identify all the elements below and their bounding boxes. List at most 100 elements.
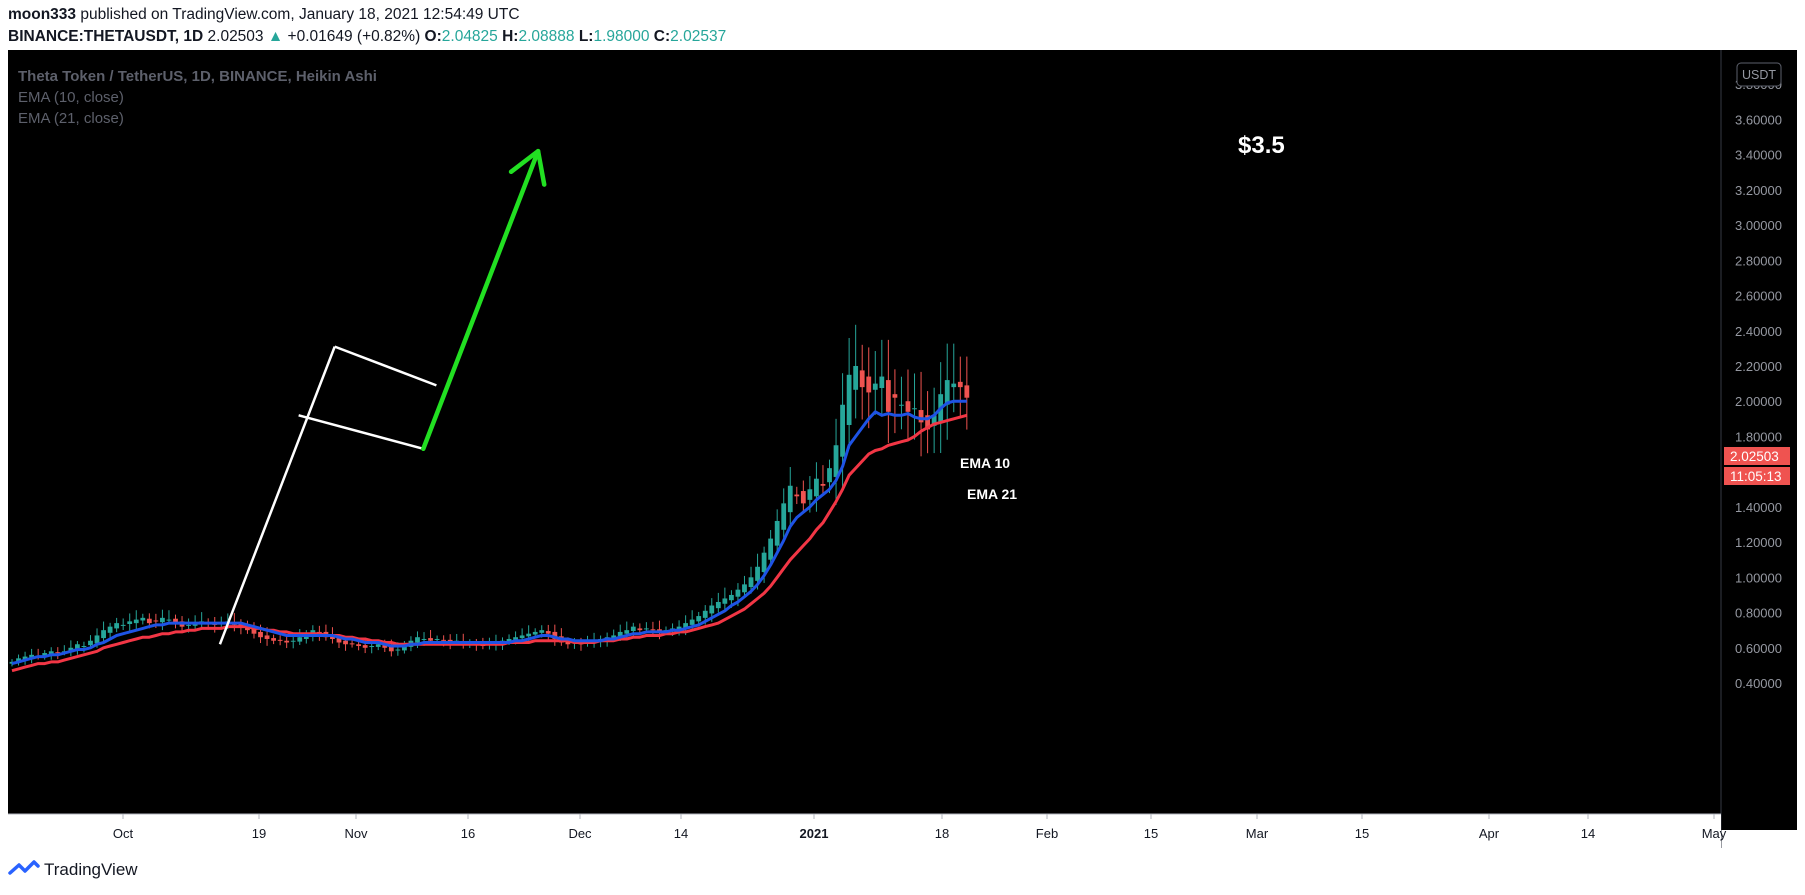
last-price: 2.02503 — [207, 28, 264, 45]
candle-body — [853, 366, 859, 390]
currency-label: USDT — [1742, 68, 1776, 82]
price-axis-background — [1721, 50, 1797, 830]
candle-body — [755, 566, 760, 581]
candle-body — [16, 658, 21, 662]
candle-body — [637, 628, 643, 631]
candle-body — [42, 653, 48, 656]
author-name[interactable]: moon333 — [8, 6, 77, 23]
candle-body — [702, 610, 708, 618]
candle-body — [369, 646, 375, 648]
candle-body — [827, 468, 832, 483]
candle-body — [866, 376, 872, 393]
candle-body — [899, 404, 904, 406]
candle-body — [879, 376, 885, 389]
candle-body — [800, 491, 806, 504]
target-label: $3.5 — [1238, 132, 1285, 159]
candle-body — [689, 619, 695, 625]
high-value: 2.08888 — [518, 28, 575, 45]
candle-body — [506, 638, 512, 642]
candle-body — [650, 629, 656, 631]
trendline — [334, 345, 437, 387]
publish-info: moon333 published on TradingView.com, Ja… — [8, 6, 520, 24]
candle-body — [186, 624, 191, 626]
time-tick-label: 14 — [674, 826, 688, 841]
candle-body — [258, 631, 263, 638]
candle-body — [415, 637, 420, 643]
price-tick-label: 2.60000 — [1735, 289, 1782, 304]
time-tick-label: 14 — [1581, 826, 1595, 841]
candle-body — [944, 380, 950, 405]
close-label: C: — [653, 28, 671, 45]
time-axis-background — [8, 814, 1721, 848]
open-label: O: — [424, 28, 442, 45]
legend-title: Theta Token / TetherUS, 1D, BINANCE, Hei… — [18, 68, 377, 85]
candle-body — [872, 383, 878, 390]
price-tick-label: 3.00000 — [1735, 218, 1782, 233]
candle-body — [840, 404, 845, 457]
candle-body — [565, 640, 571, 645]
candle-body — [794, 494, 800, 497]
ema10-label: EMA 10 — [960, 455, 1010, 471]
candle-body — [173, 618, 178, 624]
time-tick-label: 16 — [461, 826, 475, 841]
candle-body — [931, 415, 937, 426]
time-ticks: Oct 19 Nov 16 Dec 14 2021 18 Feb 15 Mar 15 Apr 14 May — [113, 814, 1727, 841]
price-tick-label: 0.40000 — [1735, 676, 1782, 691]
ema10-line — [11, 399, 967, 666]
candle-body — [264, 635, 270, 639]
symbol-label: BINANCE:THETAUSDT, 1D — [8, 28, 204, 45]
candle-body — [29, 654, 35, 658]
candle-body — [271, 638, 276, 641]
candle-body — [251, 628, 257, 634]
candle-body — [421, 638, 427, 640]
candle-body — [912, 408, 917, 410]
candle-body — [696, 616, 702, 622]
price-tick-label: 2.40000 — [1735, 324, 1782, 339]
candle-body — [885, 380, 891, 412]
candle-body — [362, 645, 368, 648]
candle-body — [846, 374, 852, 425]
time-tick-label: Apr — [1479, 826, 1500, 841]
time-tick-label: Dec — [568, 826, 592, 841]
candle-body — [22, 656, 28, 661]
candle-body — [709, 605, 715, 614]
candle-body — [611, 635, 617, 639]
candle-body — [146, 618, 152, 624]
ohlc-header: BINANCE:THETAUSDT, 1D 2.02503 ▲ +0.01649… — [8, 28, 726, 46]
candle-body — [160, 617, 165, 623]
price-tick-label: 3.40000 — [1735, 148, 1782, 163]
candle-body — [356, 644, 362, 647]
candle-body — [768, 538, 774, 560]
time-tick-label: Feb — [1036, 826, 1058, 841]
candle-body — [284, 640, 290, 643]
candle-body — [643, 628, 649, 630]
candle-body — [388, 646, 394, 652]
candle-body — [343, 640, 348, 645]
ema21-label: EMA 21 — [967, 486, 1017, 502]
candle-body — [820, 483, 826, 486]
candle-body — [532, 631, 538, 635]
candle-body — [55, 652, 61, 654]
candle-body — [114, 623, 120, 629]
candle-body — [774, 520, 780, 546]
footer-brand[interactable]: TradingView — [8, 859, 138, 881]
price-tick-label: 2.00000 — [1735, 394, 1782, 409]
candle-body — [781, 503, 787, 530]
price-tick-label: 0.80000 — [1735, 606, 1782, 621]
time-tick-label: Mar — [1246, 826, 1269, 841]
candle-body — [519, 635, 525, 639]
currency-badge[interactable] — [1736, 62, 1782, 87]
candle-body — [545, 631, 551, 634]
brand-name: TradingView — [44, 860, 138, 879]
candle-body — [552, 631, 558, 639]
low-value: 1.98000 — [593, 28, 650, 45]
time-tick-label: 2021 — [800, 826, 829, 841]
candle-body — [101, 630, 106, 639]
candle-body — [94, 635, 100, 644]
candles — [9, 324, 970, 667]
high-label: H: — [502, 28, 519, 45]
candle-body — [513, 637, 518, 640]
price-tick-label: 1.40000 — [1735, 500, 1782, 515]
candle-body — [748, 577, 754, 588]
